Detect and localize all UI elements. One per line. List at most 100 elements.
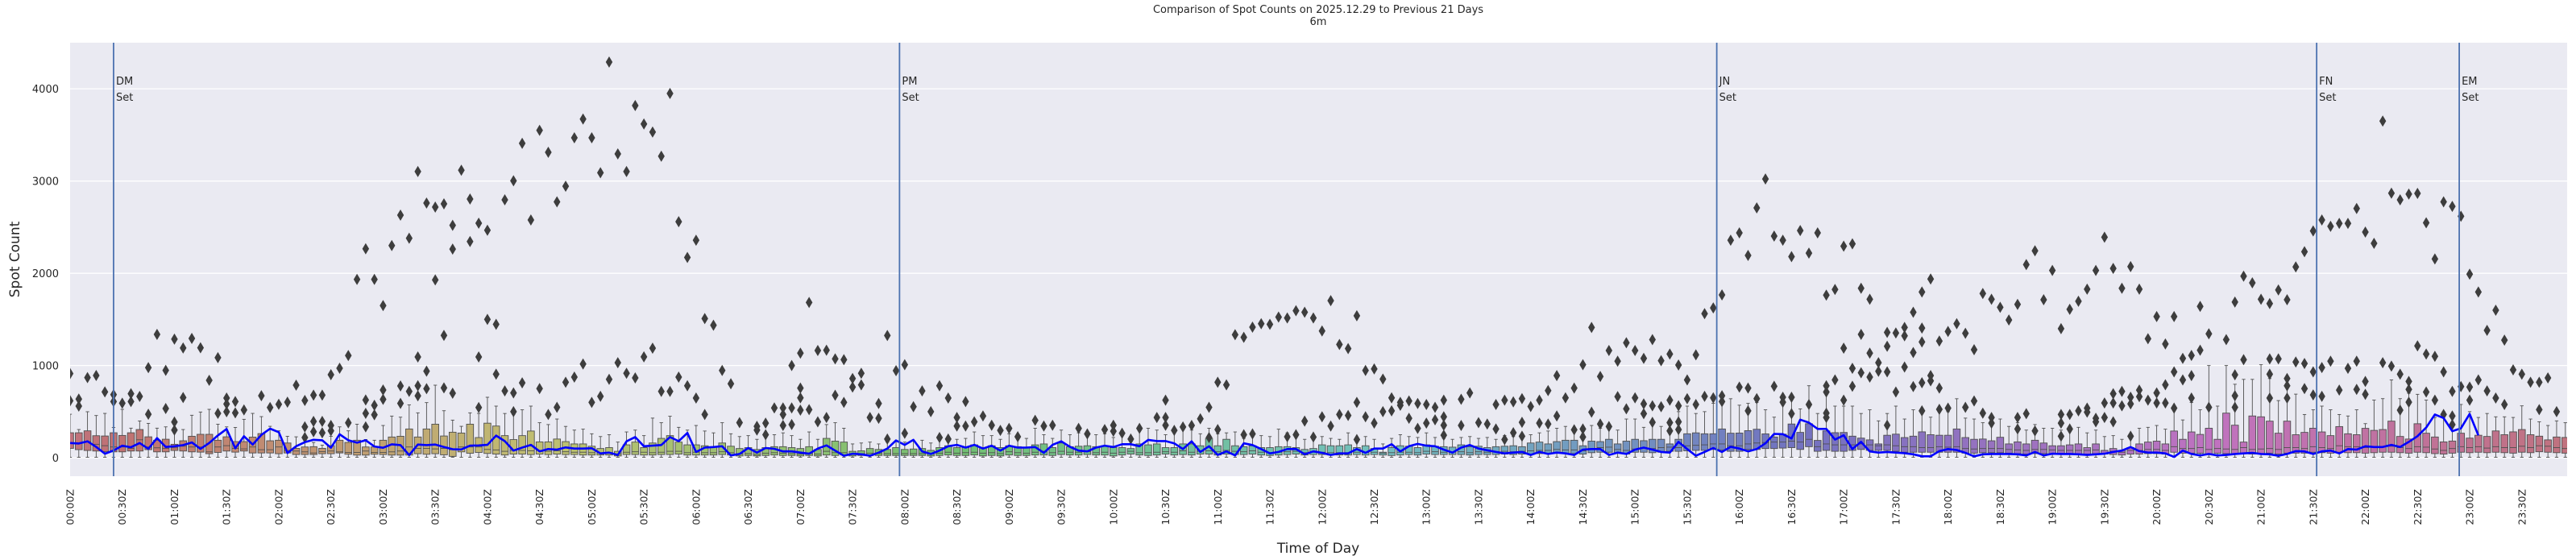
- chart-title: Comparison of Spot Counts on 2025.12.29 …: [1153, 4, 1483, 16]
- box-iqr: [214, 439, 222, 453]
- box-iqr: [961, 447, 970, 456]
- x-tick-label: 22:00Z: [2359, 489, 2371, 525]
- box-iqr: [1691, 432, 1700, 451]
- box-iqr: [840, 442, 848, 456]
- box-135: [1239, 438, 1248, 458]
- outlier-point: [2084, 283, 2091, 295]
- outlier-point: [2440, 196, 2447, 208]
- box-iqr: [2213, 438, 2221, 454]
- outlier-point: [640, 351, 648, 363]
- outlier-point: [997, 425, 1004, 437]
- outlier-point: [2466, 381, 2474, 393]
- box-iqr: [1388, 447, 1396, 456]
- outlier-point: [1379, 373, 1387, 385]
- outlier-point: [2458, 210, 2465, 222]
- outlier-point: [1440, 429, 1448, 442]
- outlier-point: [1353, 396, 1361, 409]
- outlier-point: [1875, 357, 1882, 369]
- box-73: [700, 430, 709, 458]
- box-iqr: [70, 432, 74, 449]
- outlier-point: [596, 390, 604, 402]
- outlier-point: [1162, 419, 1169, 431]
- outlier-point: [362, 421, 370, 433]
- x-tick-label: 19:30Z: [2098, 489, 2110, 525]
- box-iqr: [2222, 413, 2230, 454]
- outlier-point: [1718, 390, 1726, 402]
- outlier-point: [1414, 397, 1421, 409]
- outlier-point: [127, 396, 135, 408]
- outlier-point: [1640, 398, 1648, 410]
- outlier-point: [1674, 424, 1682, 436]
- box-244: [2187, 401, 2196, 458]
- x-tick-label: 16:30Z: [1786, 489, 1798, 525]
- outlier-point: [2162, 338, 2169, 350]
- box-52: [518, 409, 526, 458]
- box-iqr: [1909, 435, 1918, 453]
- outlier-point: [692, 392, 700, 404]
- outlier-point: [1683, 374, 1691, 386]
- outlier-point: [1779, 396, 1786, 409]
- outlier-point: [614, 357, 621, 369]
- box-iqr: [2031, 439, 2039, 454]
- outlier-point: [736, 417, 744, 429]
- outlier-point: [545, 146, 552, 158]
- box-56: [553, 418, 562, 458]
- box-iqr: [2317, 431, 2326, 454]
- outlier-point: [1848, 238, 1856, 250]
- outlier-point: [2275, 284, 2282, 296]
- box-232: [2083, 432, 2092, 458]
- outlier-point: [1492, 398, 1500, 410]
- outlier-point: [2318, 214, 2325, 226]
- outlier-point: [2205, 328, 2213, 340]
- outlier-point: [805, 297, 813, 309]
- box-iqr: [2466, 438, 2474, 454]
- outlier-point: [2300, 383, 2308, 395]
- outlier-point: [2022, 259, 2030, 271]
- box-68: [657, 422, 666, 458]
- box-264: [2361, 423, 2370, 458]
- outlier-point: [1405, 413, 1412, 425]
- outlier-point: [1579, 359, 1587, 371]
- box-iqr: [657, 438, 666, 455]
- outlier-point: [309, 425, 317, 438]
- outlier-point: [440, 330, 448, 342]
- box-iqr: [1110, 447, 1118, 457]
- box-201: [1814, 413, 1822, 458]
- outlier-point: [788, 359, 795, 371]
- box-106: [987, 435, 996, 458]
- x-tick-label: 05:30Z: [638, 489, 650, 525]
- outlier-point: [779, 409, 786, 421]
- outlier-point: [2057, 322, 2065, 334]
- x-tick-label: 12:00Z: [1316, 489, 1328, 525]
- box-192: [1735, 404, 1744, 458]
- outlier-point: [1683, 392, 1691, 404]
- outlier-point: [197, 342, 205, 354]
- outlier-point: [823, 344, 830, 356]
- outlier-point: [1162, 394, 1169, 406]
- outlier-point: [1588, 321, 1595, 334]
- box-120: [1110, 437, 1118, 458]
- outlier-point: [205, 374, 213, 386]
- outlier-point: [492, 368, 500, 380]
- box-iqr: [1649, 438, 1657, 454]
- outlier-point: [1919, 404, 1926, 417]
- outlier-point: [562, 180, 570, 193]
- outlier-point: [536, 383, 543, 395]
- outlier-point: [1788, 392, 1795, 404]
- box-263: [2353, 409, 2361, 458]
- box-iqr: [892, 447, 900, 456]
- outlier-point: [2266, 353, 2274, 365]
- box-33: [353, 423, 361, 458]
- box-iqr: [1317, 444, 1326, 455]
- outlier-point: [2084, 406, 2091, 418]
- outlier-point: [2231, 390, 2238, 402]
- outlier-point: [1744, 404, 1752, 417]
- outlier-point: [510, 175, 517, 187]
- outlier-point: [1527, 400, 1534, 413]
- x-tick-label: 12:30Z: [1368, 489, 1380, 525]
- outlier-point: [440, 197, 448, 209]
- outlier-point: [1657, 355, 1665, 367]
- outlier-point: [1935, 404, 1943, 416]
- outlier-point: [2396, 193, 2404, 205]
- outlier-point: [554, 401, 561, 413]
